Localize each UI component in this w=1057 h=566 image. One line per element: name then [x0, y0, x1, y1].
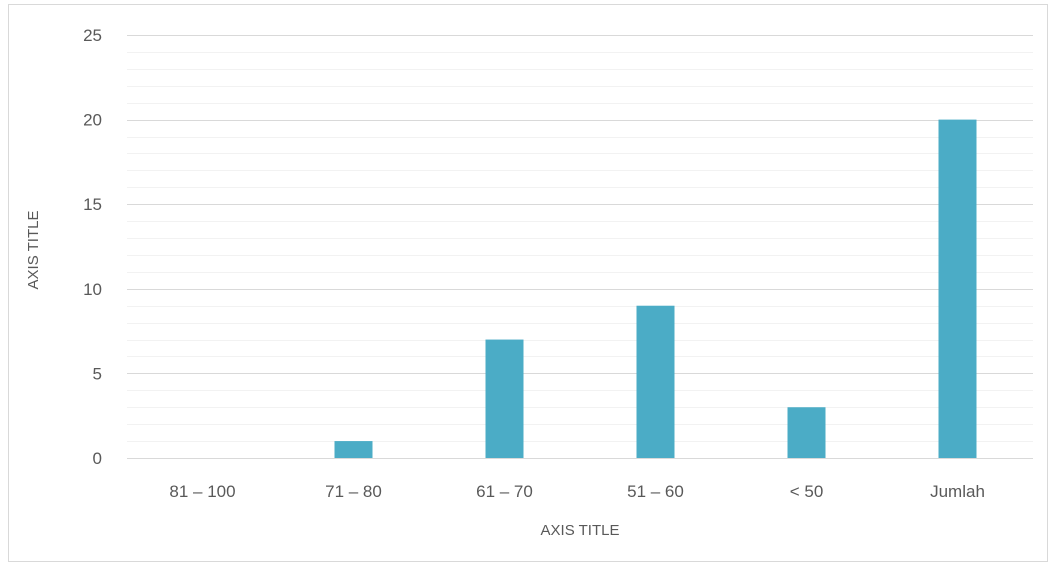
y-tick-label: 10 [83, 280, 102, 299]
bar-series [334, 119, 977, 458]
x-tick-label: Jumlah [930, 482, 985, 501]
bar [938, 119, 977, 458]
x-axis-title: AXIS TITLE [541, 522, 620, 539]
y-axis-title: AXIS TITLE [25, 211, 42, 290]
bar [636, 305, 675, 458]
x-tick-label: 51 – 60 [627, 482, 684, 501]
y-tick-label: 0 [93, 449, 102, 468]
major-gridlines [127, 35, 1033, 459]
bar [334, 441, 373, 458]
x-tick-label: 61 – 70 [476, 482, 533, 501]
y-tick-label: 20 [83, 111, 102, 130]
y-tick-label: 15 [83, 195, 102, 214]
y-tick-label: 25 [83, 26, 102, 45]
bar [485, 339, 524, 458]
x-axis-ticks: 81 – 100 71 – 80 61 – 70 51 – 60 < 50 Jumlah [169, 482, 985, 501]
minor-gridlines [127, 52, 1033, 442]
bar [787, 407, 826, 458]
x-tick-label: 81 – 100 [169, 482, 235, 501]
y-axis-ticks: 0 5 10 15 20 25 [83, 26, 102, 468]
x-tick-label: 71 – 80 [325, 482, 382, 501]
chart-frame [8, 4, 1048, 562]
y-tick-label: 5 [93, 364, 102, 383]
x-tick-label: < 50 [790, 482, 824, 501]
